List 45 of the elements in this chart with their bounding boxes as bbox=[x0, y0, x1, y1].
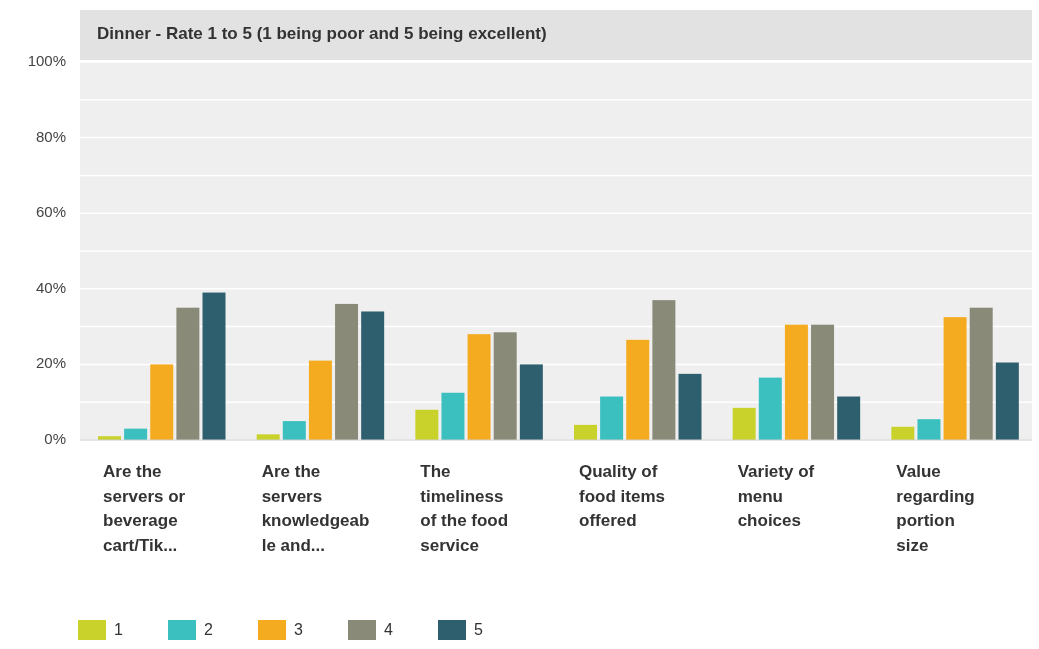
bar bbox=[600, 396, 624, 440]
bar bbox=[441, 392, 465, 440]
bar bbox=[176, 307, 200, 440]
y-tick-label: 100% bbox=[27, 51, 66, 69]
chart-title: Dinner - Rate 1 to 5 (1 being poor and 5 being excellent) bbox=[97, 24, 547, 44]
bar bbox=[969, 307, 993, 440]
y-tick-label: 80% bbox=[35, 127, 66, 145]
legend-label: 4 bbox=[384, 621, 393, 639]
y-tick-label: 60% bbox=[35, 203, 66, 221]
bar bbox=[917, 419, 941, 440]
bar bbox=[837, 396, 861, 440]
bar bbox=[415, 409, 439, 440]
bar bbox=[335, 303, 359, 440]
bar bbox=[732, 407, 756, 440]
x-tick-label: Variety of menu choices bbox=[737, 462, 815, 530]
bar bbox=[519, 364, 543, 440]
bar bbox=[758, 377, 782, 440]
bar bbox=[891, 426, 915, 440]
legend-label: 2 bbox=[204, 621, 213, 639]
x-tick-label: The timeliness of the food service bbox=[420, 462, 509, 555]
y-tick-label: 0% bbox=[44, 429, 66, 447]
bar bbox=[308, 360, 332, 440]
bar bbox=[493, 332, 517, 440]
bar bbox=[361, 311, 385, 440]
y-tick-label: 40% bbox=[35, 278, 66, 296]
bar bbox=[574, 424, 597, 440]
y-tick-label: 20% bbox=[35, 354, 66, 372]
legend-label: 5 bbox=[474, 621, 483, 639]
legend-label: 1 bbox=[114, 621, 123, 639]
x-tick-label: Value regarding portion size bbox=[896, 462, 975, 555]
bar bbox=[202, 292, 226, 440]
legend-label: 3 bbox=[294, 621, 303, 639]
bar bbox=[467, 334, 491, 440]
x-tick-label: Are the servers or beverage cart/Tik... bbox=[103, 462, 186, 555]
bar bbox=[678, 373, 702, 440]
bar bbox=[652, 300, 676, 440]
bar bbox=[626, 339, 650, 440]
bar bbox=[282, 421, 306, 440]
bar bbox=[150, 364, 174, 440]
x-tick-label: Quality of food items offered bbox=[579, 462, 665, 530]
bar bbox=[811, 324, 835, 440]
bar bbox=[784, 324, 808, 440]
bar bbox=[995, 362, 1019, 440]
x-tick-label: Are the servers knowledgeab le and... bbox=[261, 462, 370, 555]
bar bbox=[943, 317, 967, 440]
